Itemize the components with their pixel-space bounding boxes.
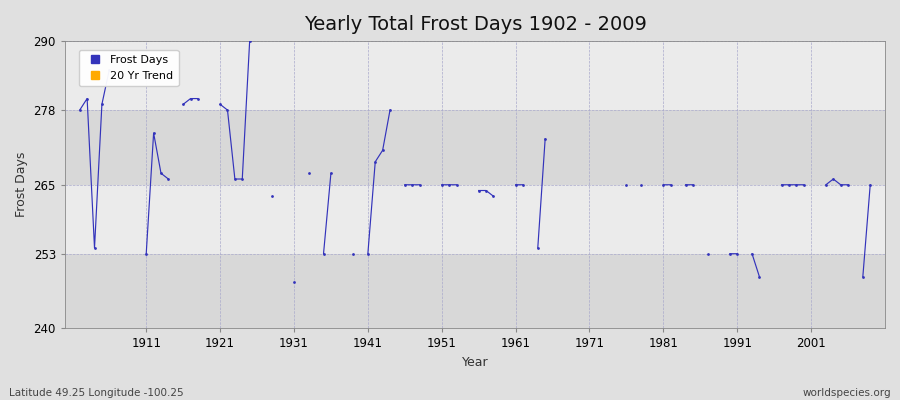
Bar <box>65 185 885 254</box>
Bar <box>65 110 885 185</box>
X-axis label: Year: Year <box>462 356 489 369</box>
Title: Yearly Total Frost Days 1902 - 2009: Yearly Total Frost Days 1902 - 2009 <box>303 15 646 34</box>
Legend: Frost Days, 20 Yr Trend: Frost Days, 20 Yr Trend <box>78 50 178 86</box>
Y-axis label: Frost Days: Frost Days <box>15 152 28 218</box>
Bar <box>65 254 885 328</box>
Text: worldspecies.org: worldspecies.org <box>803 388 891 398</box>
Bar <box>65 41 885 110</box>
Text: Latitude 49.25 Longitude -100.25: Latitude 49.25 Longitude -100.25 <box>9 388 184 398</box>
